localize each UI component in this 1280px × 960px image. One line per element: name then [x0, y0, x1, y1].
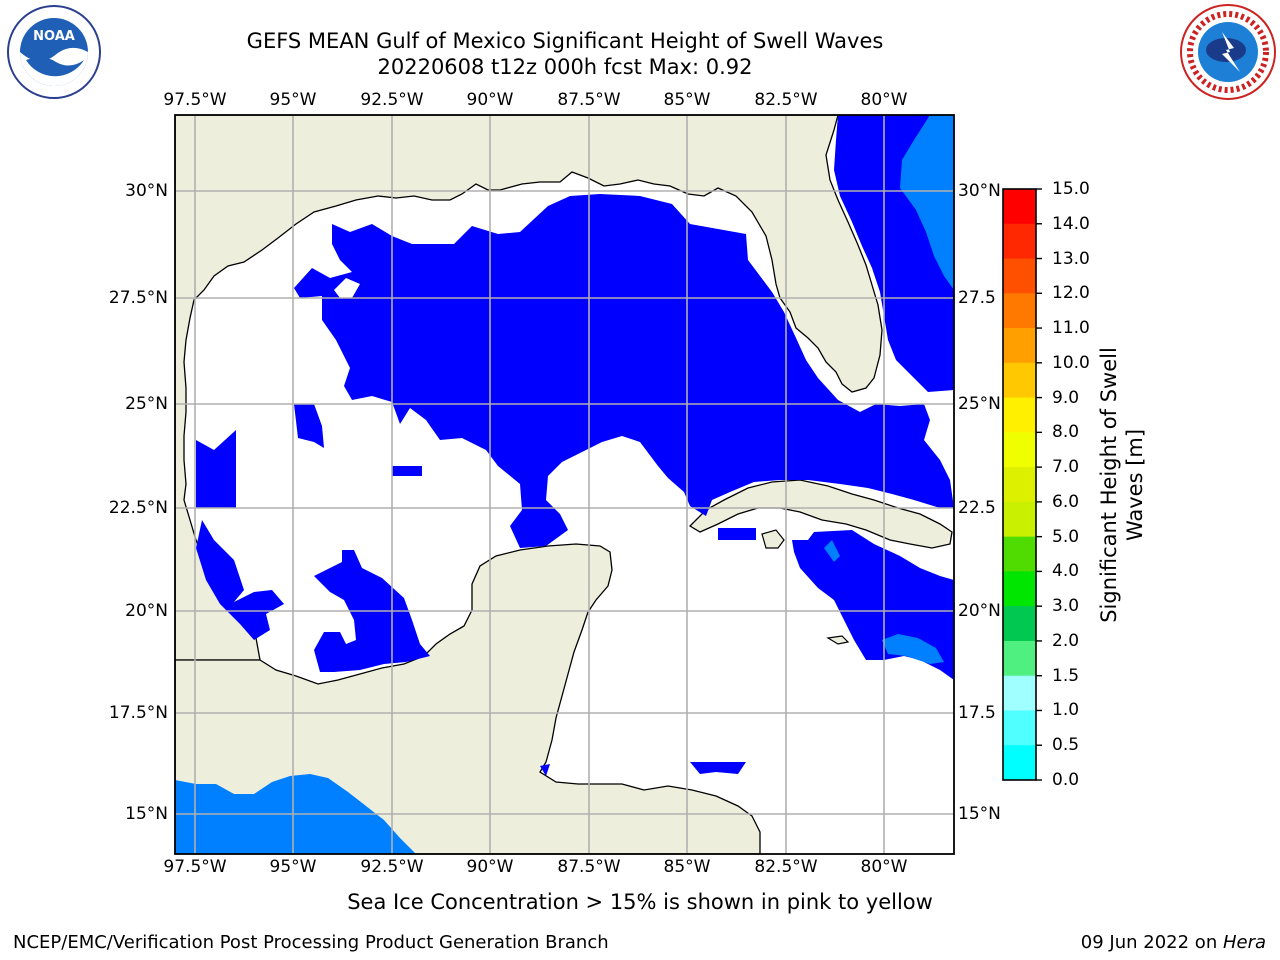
lat-tick-right: 17.5 — [958, 703, 996, 723]
lon-tick-bottom: 87.5°W — [557, 857, 621, 877]
colorbar-swatch — [1003, 745, 1036, 781]
colorbar-swatch — [1003, 189, 1036, 225]
swell-region-caribbean-light-2 — [824, 540, 840, 562]
swell-region-central-gulf — [294, 194, 954, 548]
lat-tick-left: 22.5°N — [108, 498, 168, 518]
colorbar-frame — [1002, 188, 1037, 781]
swell-region-caribbean-light — [882, 634, 944, 664]
lon-tick-bottom: 90°W — [466, 857, 514, 877]
map-frame — [174, 114, 955, 855]
colorbar-title: Significant Height of Swell Waves [m] — [1097, 347, 1147, 623]
colorbar-tick-label: 15.0 — [1052, 179, 1090, 199]
colorbar-tick-label: 6.0 — [1052, 491, 1080, 512]
colorbar-tick-label: 0.5 — [1052, 735, 1080, 756]
colorbar-swatch — [1003, 328, 1036, 364]
colorbar-swatch — [1003, 467, 1036, 503]
lat-tick-right: 30°N — [958, 181, 1001, 201]
land-usa — [175, 115, 883, 661]
footer-branch: NCEP/EMC/Verification Post Processing Pr… — [13, 932, 609, 953]
colorbar — [1003, 188, 1042, 781]
footer-date-text: 09 Jun 2022 on — [1080, 932, 1223, 953]
colorbar-tick-label: 1.0 — [1052, 700, 1080, 721]
colorbar-tick-label: 8.0 — [1052, 422, 1080, 443]
colorbar-swatch — [1003, 501, 1036, 538]
lon-tick-top: 80°W — [860, 90, 908, 110]
lon-tick-top: 87.5°W — [557, 90, 621, 110]
swell-region-belize — [540, 764, 550, 776]
swell-region-west-1 — [196, 430, 236, 508]
swell-region-west-2 — [196, 520, 284, 640]
lon-tick-top: 90°W — [466, 90, 514, 110]
lat-tick-left: 30°N — [125, 181, 168, 201]
lon-tick-bottom: 95°W — [269, 857, 317, 877]
colorbar-swatch — [1003, 432, 1036, 468]
colorbar-tick-label: 3.0 — [1052, 596, 1080, 617]
colorbar-tick-label: 10.0 — [1052, 352, 1090, 373]
lon-tick-bottom: 82.5°W — [754, 857, 818, 877]
svg-text:Waves [m]: Waves [m] — [1123, 429, 1147, 541]
lon-tick-bottom: 85°W — [663, 857, 711, 877]
lon-tick-top: 82.5°W — [754, 90, 818, 110]
colorbar-swatch — [1003, 293, 1036, 329]
lat-tick-left: 25°N — [125, 394, 168, 414]
colorbar-tick-label: 0.0 — [1052, 770, 1080, 790]
colorbar-swatch — [1003, 223, 1036, 260]
colorbar-swatch — [1003, 258, 1036, 294]
colorbar-swatch — [1003, 397, 1036, 433]
sea-ice-note: Sea Ice Concentration > 15% is shown in … — [347, 890, 933, 914]
lat-tick-right: 27.5 — [958, 288, 996, 308]
swell-hole-central — [334, 278, 360, 298]
lat-tick-left: 20°N — [125, 601, 168, 621]
lon-tick-top: 92.5°W — [360, 90, 424, 110]
swell-region-campeche-small — [392, 466, 422, 476]
colorbar-tick-label: 4.0 — [1052, 561, 1080, 582]
swell-region-atlantic-light — [900, 115, 954, 290]
chart-subtitle: 20220608 t12z 000h fcst Max: 0.92 — [377, 55, 753, 79]
lat-tick-left: 27.5°N — [108, 288, 168, 308]
swell-region-west-3 — [294, 404, 324, 448]
lon-tick-top: 95°W — [269, 90, 317, 110]
colorbar-tick-label: 5.0 — [1052, 526, 1080, 547]
colorbar-tick-label: 11.0 — [1052, 318, 1090, 339]
lat-tick-left: 17.5°N — [108, 703, 168, 723]
chart-title: GEFS MEAN Gulf of Mexico Significant Hei… — [246, 29, 884, 53]
swell-region-gulf-honduras-edge — [718, 528, 756, 540]
colorbar-swatch — [1003, 362, 1036, 399]
footer-date: 09 Jun 2022 on Hera — [1081, 932, 1266, 953]
national-weather-service-logo — [1178, 2, 1278, 102]
svg-text:Significant Height of Swell: Significant Height of Swell — [1097, 347, 1121, 623]
colorbar-tick-label: 7.0 — [1052, 457, 1080, 478]
swell-region-honduras — [690, 762, 746, 774]
colorbar-swatch — [1003, 571, 1036, 607]
colorbar-swatch — [1003, 536, 1036, 572]
lon-tick-bottom: 97.5°W — [163, 857, 227, 877]
gridlines — [175, 115, 954, 854]
land-jamaica — [826, 635, 850, 645]
lat-tick-right: 20°N — [958, 601, 1001, 621]
land-isla-juventud — [761, 529, 785, 549]
lat-tick-right: 25°N — [958, 394, 1001, 414]
svg-text:NOAA: NOAA — [33, 29, 75, 44]
colorbar-tick-label: 13.0 — [1052, 248, 1090, 269]
colorbar-tick-label: 1.5 — [1052, 665, 1080, 686]
lon-tick-bottom: 80°W — [860, 857, 908, 877]
footer-host: Hera — [1222, 932, 1266, 953]
colorbar-swatch — [1003, 640, 1036, 677]
lat-tick-right: 15°N — [958, 804, 1001, 824]
lon-tick-bottom: 92.5°W — [360, 857, 424, 877]
lat-tick-right: 22.5 — [958, 498, 996, 518]
colorbar-swatch — [1003, 606, 1036, 642]
lon-tick-top: 97.5°W — [163, 90, 227, 110]
colorbar-tick-label: 9.0 — [1052, 387, 1080, 408]
lat-tick-left: 15°N — [125, 804, 168, 824]
colorbar-tick-label: 12.0 — [1052, 283, 1090, 304]
lon-tick-top: 85°W — [663, 90, 711, 110]
colorbar-swatch — [1003, 675, 1036, 711]
colorbar-swatch — [1003, 710, 1036, 746]
colorbar-tick-label: 14.0 — [1052, 213, 1090, 234]
colorbar-tick-label: 2.0 — [1052, 630, 1080, 651]
noaa-logo: NOAA — [4, 4, 104, 100]
